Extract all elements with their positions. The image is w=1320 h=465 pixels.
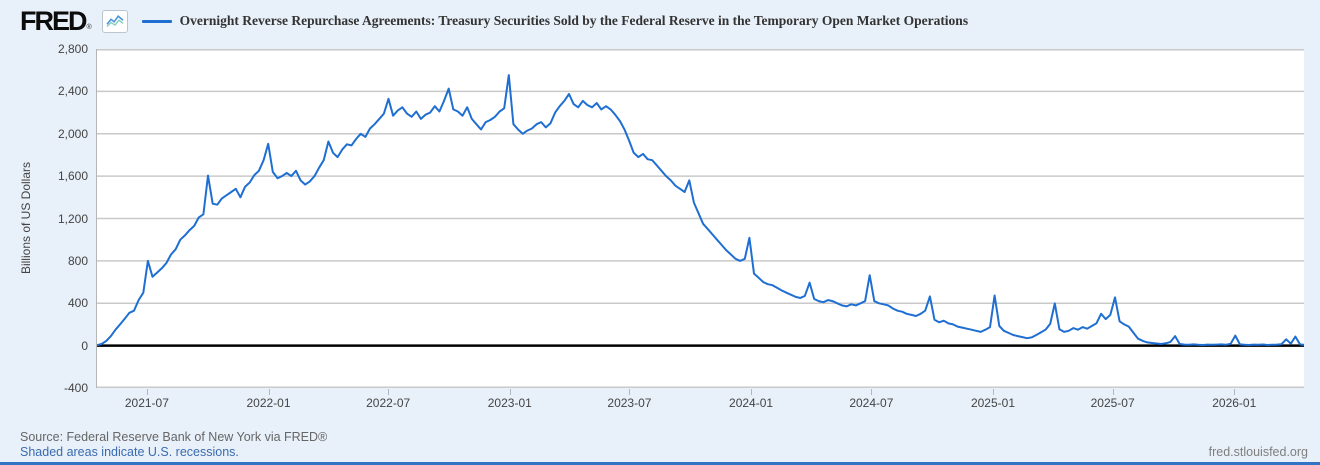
y-tick-label: -400 bbox=[63, 381, 88, 395]
source-text: Source: Federal Reserve Bank of New York… bbox=[20, 430, 328, 444]
x-tick-mark bbox=[1112, 389, 1114, 395]
legend-line-swatch bbox=[141, 19, 172, 23]
chart-svg bbox=[97, 49, 1304, 388]
x-tick-label: 2025-01 bbox=[970, 396, 1015, 410]
fred-logo-text: FRED bbox=[20, 6, 87, 36]
y-tick-label: 2,800 bbox=[57, 42, 88, 56]
line-chart-icon bbox=[101, 9, 128, 33]
x-tick-label: 2024-07 bbox=[849, 396, 894, 410]
x-tick-label: 2023-01 bbox=[487, 396, 532, 410]
x-tick-mark bbox=[992, 389, 994, 395]
x-tick-label: 2022-07 bbox=[366, 396, 411, 410]
series-line bbox=[97, 74, 1304, 347]
x-tick-label: 2023-07 bbox=[607, 396, 652, 410]
y-tick-label: 0 bbox=[81, 338, 88, 353]
line-chart-icon-svg bbox=[106, 15, 124, 28]
x-tick-mark bbox=[629, 389, 631, 395]
x-tick-mark bbox=[871, 389, 873, 395]
y-tick-label: 2,000 bbox=[57, 126, 88, 141]
x-tick-mark bbox=[146, 389, 148, 395]
y-tick-label: 1,200 bbox=[57, 211, 88, 226]
x-tick-mark bbox=[1234, 389, 1236, 395]
plot-area bbox=[96, 49, 1304, 388]
x-tick-mark bbox=[388, 389, 390, 395]
y-tick-label: 800 bbox=[67, 253, 88, 268]
x-tick-mark bbox=[268, 389, 270, 395]
x-tick-mark bbox=[751, 389, 753, 395]
registered-mark: ® bbox=[86, 24, 92, 31]
y-tick-label: 2,400 bbox=[57, 84, 88, 99]
header: FRED ® Overnight Reverse Repurchase Agre… bbox=[20, 6, 969, 36]
y-tick-label: 1,600 bbox=[57, 169, 88, 184]
recessions-note-link[interactable]: Shaded areas indicate U.S. recessions. bbox=[20, 445, 239, 459]
bottom-accent-bar bbox=[0, 462, 1320, 465]
x-tick-label: 2022-01 bbox=[246, 396, 291, 410]
x-tick-mark bbox=[509, 389, 511, 395]
x-tick-label: 2025-07 bbox=[1090, 396, 1135, 410]
x-tick-label: 2026-01 bbox=[1212, 396, 1257, 410]
fred-logo[interactable]: FRED ® bbox=[20, 6, 92, 36]
x-tick-label: 2021-07 bbox=[124, 396, 169, 410]
x-tick-label: 2024-01 bbox=[729, 396, 774, 410]
chart-title: Overnight Reverse Repurchase Agreements:… bbox=[179, 13, 969, 28]
site-url-link[interactable]: fred.stlouisfed.org bbox=[1208, 445, 1308, 459]
y-tick-label: 400 bbox=[67, 296, 88, 311]
